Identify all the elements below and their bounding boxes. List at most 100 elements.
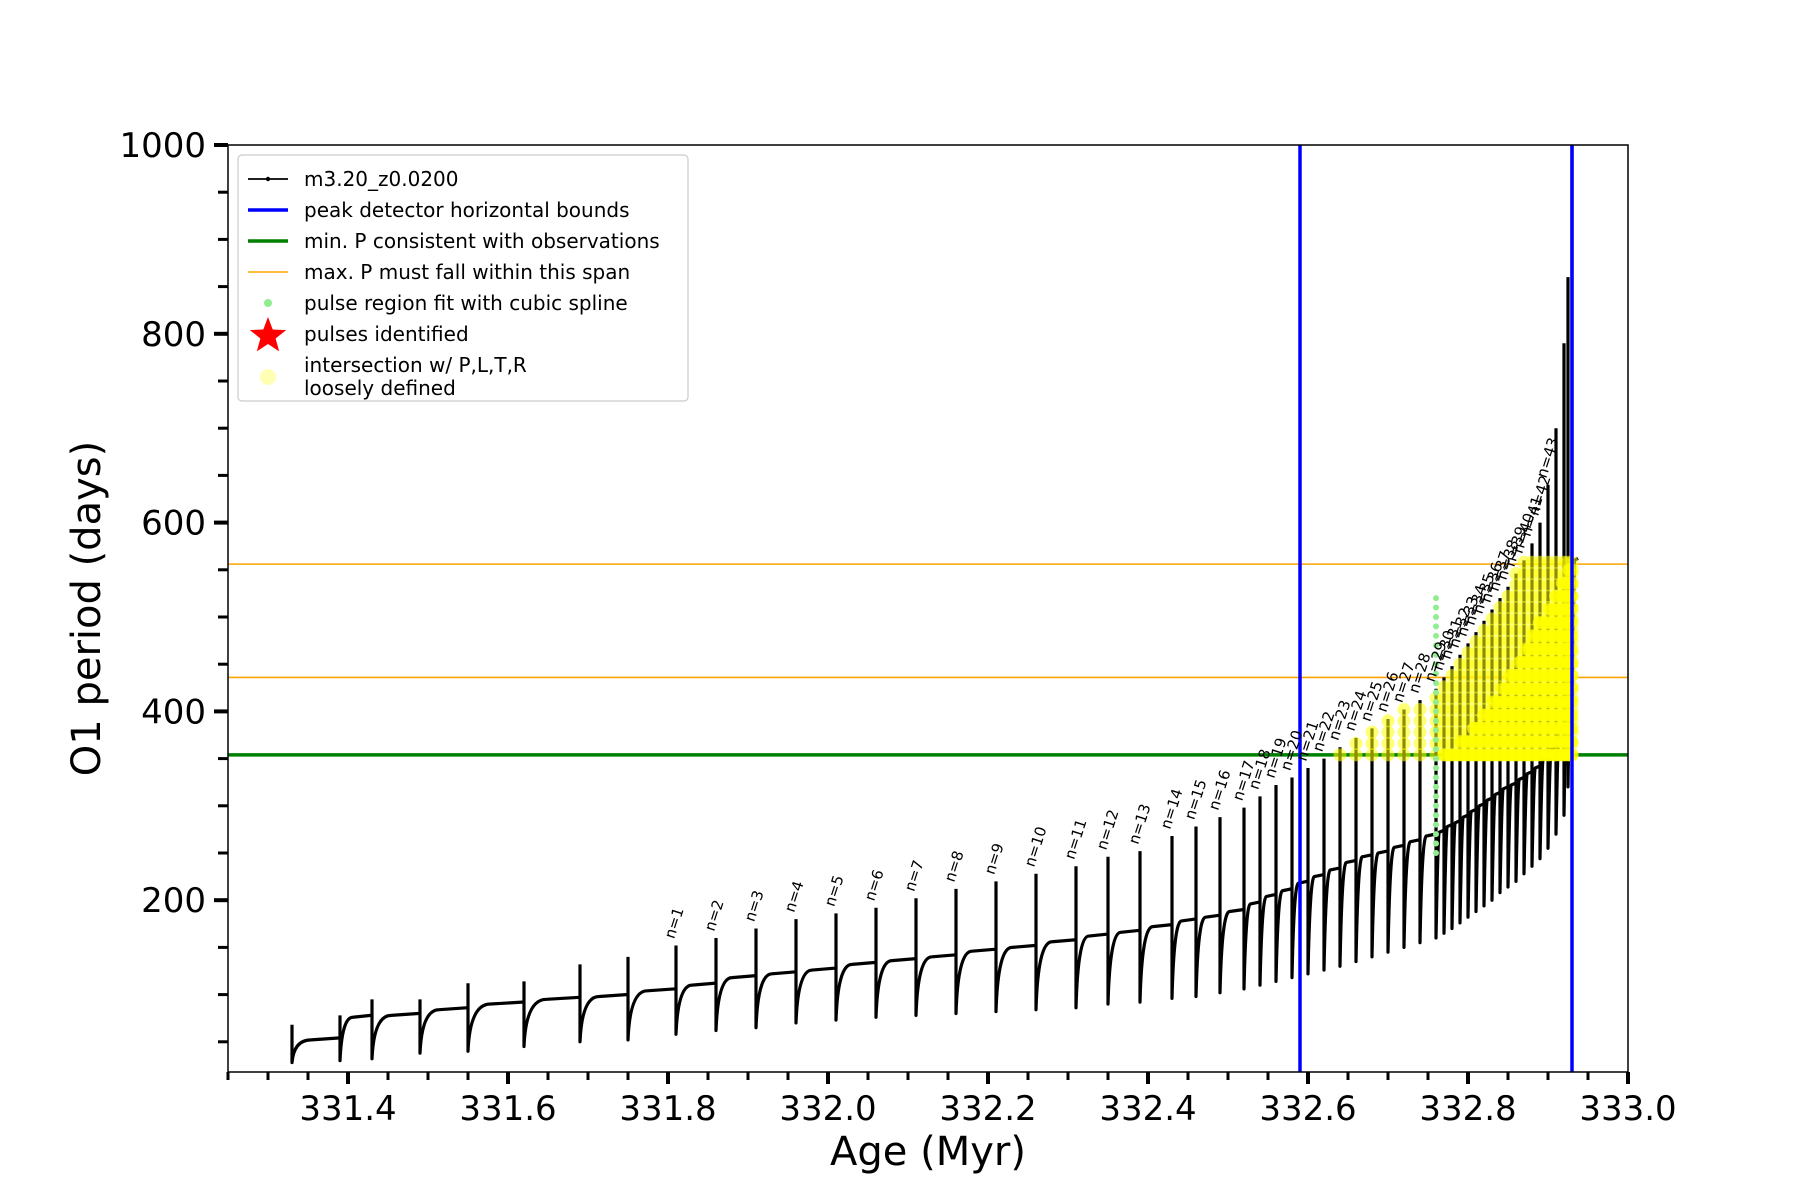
y-axis-label: O1 period (days) xyxy=(64,441,110,776)
pulse-label: n=11 xyxy=(1061,817,1091,862)
x-tick-label: 332.4 xyxy=(1099,1089,1196,1129)
series-pulse xyxy=(1522,560,1533,876)
series-pulse xyxy=(1034,873,1077,1012)
series-pulse xyxy=(954,888,997,1016)
spline-fit-point xyxy=(1433,802,1439,809)
series-pulse xyxy=(1474,632,1485,914)
pulse-label: n=1 xyxy=(661,905,688,941)
pulse-label: n=7 xyxy=(901,858,928,894)
pulse-label: n=4 xyxy=(781,879,808,915)
series-pulse xyxy=(674,945,717,1036)
spline-fit-point xyxy=(1433,765,1439,772)
spline-fit-point xyxy=(1433,613,1439,620)
series-pulse xyxy=(794,919,837,1025)
series-pulse xyxy=(466,983,525,1053)
vertical-bound-lines xyxy=(1298,145,1574,1072)
plot-frame xyxy=(227,144,1629,1073)
series-pulse xyxy=(1442,677,1453,935)
pulse-label: n=5 xyxy=(821,873,848,909)
series-pulse xyxy=(338,1013,373,1063)
x-tick-label: 333.0 xyxy=(1579,1089,1676,1129)
series-pulse xyxy=(1074,866,1109,1010)
legend-swatch-dot xyxy=(264,299,272,307)
spline-fit-point xyxy=(1433,783,1439,790)
series-pulse xyxy=(1258,796,1277,987)
intersection-point xyxy=(1365,736,1379,750)
spline-fit-point xyxy=(1433,717,1439,724)
series-pulse xyxy=(714,937,757,1033)
spline-fit-point xyxy=(1433,595,1439,602)
spline-fit-point xyxy=(1433,755,1439,762)
intersection-point xyxy=(1413,736,1427,750)
spline-fit-point xyxy=(1433,840,1439,847)
series-pulse xyxy=(1242,807,1261,991)
legend-label: peak detector horizontal bounds xyxy=(304,198,630,222)
series-pulse xyxy=(522,981,581,1049)
intersection-region xyxy=(1333,555,1579,762)
series-pulse xyxy=(1194,826,1221,999)
spline-fit-point xyxy=(1433,708,1439,715)
legend-label: min. P consistent with observations xyxy=(304,229,660,253)
x-tick-label: 331.6 xyxy=(459,1089,556,1129)
intersection-point xyxy=(1397,714,1411,728)
spline-fit-point xyxy=(1433,774,1439,781)
series-pulse xyxy=(370,999,421,1061)
series-pulse xyxy=(1498,598,1509,895)
series-pulse xyxy=(754,928,797,1030)
spline-fit-point xyxy=(1433,604,1439,611)
y-tick-label: 800 xyxy=(141,315,206,355)
pulse-label: n=3 xyxy=(741,888,768,924)
series-pulse xyxy=(914,898,957,1017)
series-pulse xyxy=(1418,700,1437,945)
pulse-label: n=43 xyxy=(1533,435,1563,480)
spline-fit-point xyxy=(1433,793,1439,800)
spline-fit-point xyxy=(1433,689,1439,696)
intersection-point xyxy=(1413,714,1427,728)
x-tick-label: 332.8 xyxy=(1419,1089,1516,1129)
pulse-label: n=6 xyxy=(861,867,888,903)
series-pulse xyxy=(1434,688,1445,940)
series-pulse xyxy=(1450,666,1461,931)
series-pulse xyxy=(1402,709,1421,949)
intersection-point xyxy=(1365,748,1379,762)
series-pulse xyxy=(1370,728,1389,959)
pulse-label: n=13 xyxy=(1125,802,1155,847)
legend-box xyxy=(237,154,689,402)
x-tick-label: 331.4 xyxy=(299,1089,396,1129)
series-pulse xyxy=(1306,768,1325,976)
legend-label: max. P must fall within this span xyxy=(304,260,630,284)
spline-fit-point xyxy=(1433,698,1439,705)
series-pulse xyxy=(1322,758,1341,972)
legend-swatch-dot xyxy=(260,369,276,385)
x-tick-label: 332.2 xyxy=(939,1089,1036,1129)
spline-fit-point xyxy=(1433,831,1439,838)
series-pulse xyxy=(994,881,1037,1014)
spline-fit-point xyxy=(1433,632,1439,639)
pulse-labels: n=1 n=2 n=3 n=4 n=5 n=6 n=7 n=8 n=9 n=10 n=11 n=12 n… xyxy=(661,435,1563,940)
legend-swatch-dot xyxy=(265,176,271,182)
spline-fit-point xyxy=(1433,812,1439,819)
series-pulse xyxy=(418,999,469,1055)
spline-fit-point xyxy=(1433,623,1439,630)
series-pulse xyxy=(1506,586,1517,889)
y-tick-label: 1000 xyxy=(119,126,206,166)
pulse-label: n=10 xyxy=(1021,824,1051,869)
x-tick-label: 331.8 xyxy=(619,1089,716,1129)
series-pulse xyxy=(1170,836,1197,1000)
pulse-label: n=12 xyxy=(1093,807,1123,852)
legend-label: pulse region fit with cubic spline xyxy=(304,291,628,315)
legend-swatch-star xyxy=(249,317,287,352)
intersection-point xyxy=(1349,748,1363,762)
spline-fit-point xyxy=(1433,821,1439,828)
series-pulse xyxy=(1338,747,1357,968)
spline-fit-point xyxy=(1433,651,1439,658)
horizontal-reference-lines xyxy=(228,563,1628,757)
series-pulse xyxy=(834,913,877,1022)
series-pulse xyxy=(1218,817,1245,995)
y-tick-label: 400 xyxy=(141,692,206,732)
intersection-point xyxy=(1381,725,1395,739)
spline-fit-point xyxy=(1433,642,1439,649)
x-tick-label: 332.6 xyxy=(1259,1089,1356,1129)
